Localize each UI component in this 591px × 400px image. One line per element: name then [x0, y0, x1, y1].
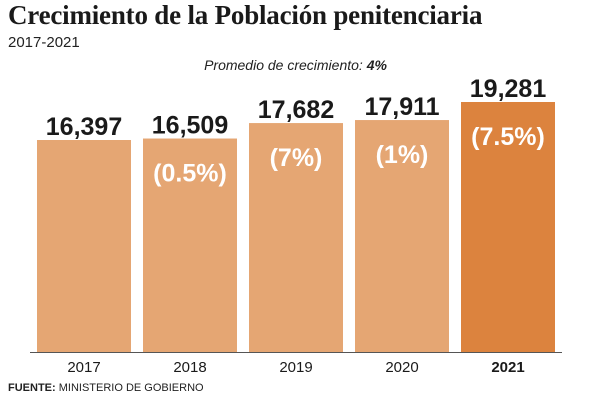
average-growth-value: 4% [366, 57, 387, 73]
category-label-2020: 2020 [385, 359, 418, 376]
growth-label-2018: (0.5%) [153, 160, 227, 188]
bar-2020 [355, 120, 449, 352]
bar-2018 [143, 138, 237, 352]
growth-label-2020: (1%) [376, 141, 429, 169]
category-label-2021: 2021 [491, 359, 524, 376]
bar-2019 [249, 123, 343, 352]
category-label-2017: 2017 [67, 359, 100, 376]
average-growth: Promedio de crecimiento: 4% [0, 57, 591, 73]
chart-title: Crecimiento de la Población penitenciari… [8, 0, 483, 30]
source-label: FUENTE: [8, 382, 56, 394]
growth-label-2021: (7.5%) [471, 123, 545, 151]
growth-label-2019: (7%) [270, 144, 323, 172]
source-name: MINISTERIO DE GOBIERNO [58, 382, 204, 394]
source-note: FUENTE: MINISTERIO DE GOBIERNO [8, 382, 204, 394]
chart-subtitle: 2017-2021 [8, 34, 80, 51]
category-label-2019: 2019 [279, 359, 312, 376]
value-label-2018: 16,509 [152, 112, 228, 140]
value-label-2019: 17,682 [258, 96, 334, 124]
category-label-2018: 2018 [173, 359, 206, 376]
value-label-2017: 16,397 [46, 113, 122, 141]
bar-2021 [461, 102, 555, 352]
bar-2017 [37, 140, 131, 352]
value-label-2020: 17,911 [364, 93, 439, 121]
value-label-2021: 19,281 [470, 75, 547, 103]
average-growth-label: Promedio de crecimiento: [204, 57, 363, 73]
